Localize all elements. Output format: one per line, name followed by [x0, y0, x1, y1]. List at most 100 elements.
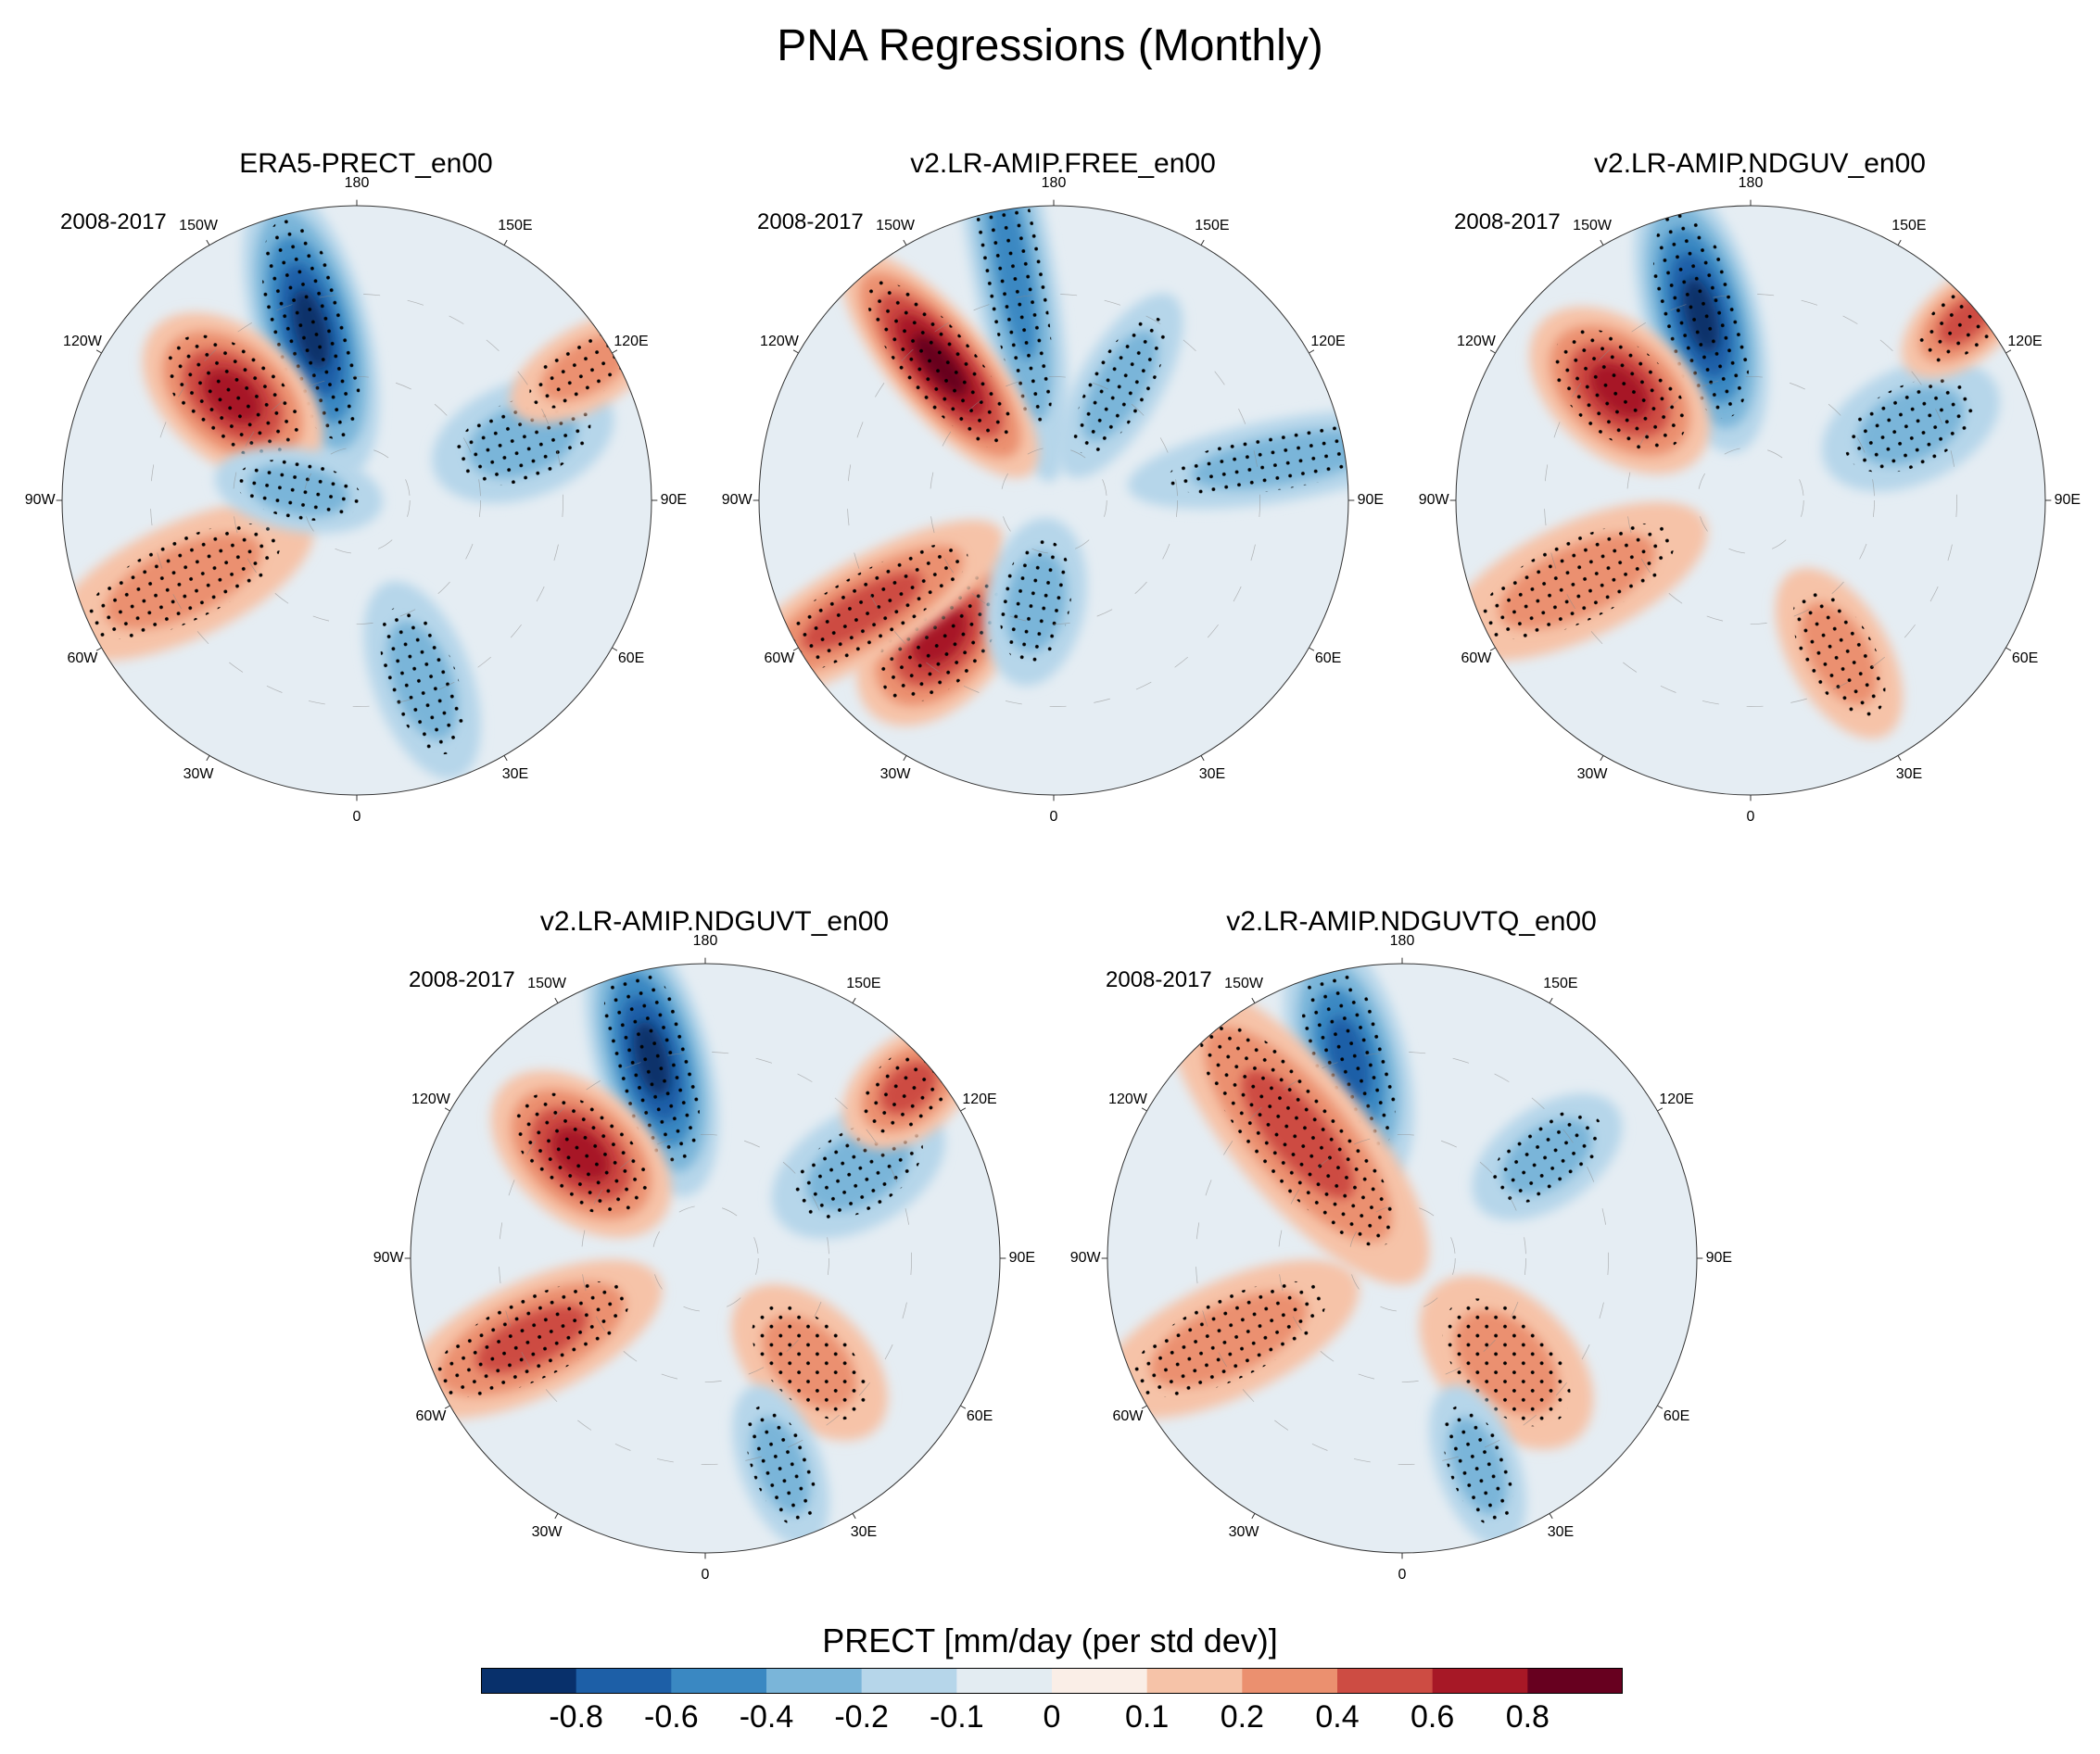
lon-label: 0 [701, 1566, 710, 1583]
lon-label: 120E [2007, 334, 2043, 350]
lon-label: 30E [1895, 766, 1923, 783]
rim-tick [503, 239, 508, 246]
coastline [1626, 376, 1875, 625]
rim-tick [1251, 1513, 1256, 1520]
colorbar-swatch [576, 1668, 672, 1694]
lon-label: 60W [1112, 1407, 1144, 1424]
colorbar-swatch [956, 1668, 1053, 1694]
coastline [1000, 447, 1107, 554]
coastline [1195, 1052, 1609, 1465]
coastline [1278, 1134, 1526, 1382]
coastline [499, 1052, 912, 1465]
lon-label: 90W [1418, 492, 1449, 508]
lon-label: 120W [1108, 1092, 1147, 1108]
rim-tick [960, 1405, 967, 1409]
lon-label: 30W [1576, 766, 1608, 783]
significance-stippling [434, 1281, 630, 1397]
lon-label: 30E [1547, 1524, 1575, 1541]
map-panel: v2.LR-AMIP.FREE_en00 2008-2017 180 150E 120E… [722, 148, 1387, 825]
polar-map [1449, 199, 2052, 801]
coastline [233, 376, 481, 625]
rim-tick [792, 647, 799, 651]
colorbar-swatch [1337, 1668, 1434, 1694]
rim-tick [206, 239, 210, 246]
colorbar-tick-label: -0.4 [739, 1699, 794, 1735]
lon-label: 30E [1198, 766, 1226, 783]
lon-label: 150E [1891, 217, 1927, 233]
significance-stippling [1792, 589, 1886, 717]
significance-stippling [867, 280, 1014, 449]
lon-label: 60W [764, 650, 795, 666]
coastline [1348, 1205, 1456, 1312]
rim-tick [612, 349, 618, 354]
rim-tick [554, 997, 559, 1003]
rim-tick [1600, 755, 1604, 762]
period-label: 2008-2017 [1106, 967, 1212, 992]
lon-label: 60E [1314, 650, 1342, 666]
lon-label: 150W [1573, 217, 1612, 233]
rim-tick [2005, 349, 2012, 354]
lon-label: 150W [527, 975, 566, 991]
period-label: 2008-2017 [757, 209, 864, 234]
colorbar-swatch [1432, 1668, 1528, 1694]
lon-label: 30E [850, 1524, 878, 1541]
figure-title: PNA Regressions (Monthly) [777, 21, 1323, 70]
lon-label: 90E [1357, 492, 1385, 508]
rim-tick [1309, 647, 1315, 651]
polar-map [1101, 957, 1703, 1559]
lon-label: 150W [179, 217, 218, 233]
rim-tick [1657, 1405, 1664, 1409]
rim-tick [852, 1513, 856, 1520]
lon-label: 90E [1705, 1250, 1733, 1266]
map-panel: v2.LR-AMIP.NDGUV_en00 2008-2017 180 150E 120… [1419, 148, 2084, 825]
colorbar-tick-label: 0.2 [1220, 1699, 1264, 1735]
colorbar-tick-label: 0.8 [1505, 1699, 1550, 1735]
colorbar-tick-label: -0.6 [644, 1699, 699, 1735]
lon-label: 0 [1398, 1566, 1407, 1583]
rim-tick [1549, 1513, 1553, 1520]
lon-label: 60W [67, 650, 98, 666]
significance-stippling [261, 220, 361, 440]
significance-stippling [1200, 1021, 1396, 1247]
panel-title: v2.LR-AMIP.NDGUVT_en00 [539, 906, 890, 937]
colorbar-swatch [766, 1668, 863, 1694]
significance-stippling [1844, 378, 1978, 473]
significance-stippling [166, 334, 299, 458]
lon-label: 90W [373, 1250, 404, 1266]
rim-tick [903, 755, 907, 762]
coastline [930, 376, 1178, 625]
significance-stippling [85, 523, 282, 639]
lon-label: 30E [501, 766, 529, 783]
significance-stippling [1443, 1405, 1513, 1527]
lon-label: 90E [660, 492, 688, 508]
period-label: 2008-2017 [1454, 209, 1561, 234]
panel-title: v2.LR-AMIP.NDGUVTQ_en00 [1226, 906, 1597, 937]
coastline [303, 447, 411, 554]
lon-label: 60E [617, 650, 645, 666]
lon-label: 150E [498, 217, 533, 233]
period-label: 2008-2017 [409, 967, 515, 992]
rim-tick [95, 647, 102, 651]
lon-label: 60E [966, 1407, 993, 1424]
lon-label: 0 [1049, 808, 1058, 825]
colorbar-tick-label: 0.6 [1411, 1699, 1455, 1735]
rim-tick [612, 647, 618, 651]
rim-tick [1897, 239, 1902, 246]
panel-title: ERA5-PRECT_en00 [239, 148, 493, 179]
rim-tick [95, 349, 102, 354]
lon-label: 180 [344, 175, 370, 192]
rim-tick [1251, 997, 1256, 1003]
lon-label: 120W [63, 334, 102, 350]
colorbar-swatch [1052, 1668, 1148, 1694]
lon-label: 120W [411, 1092, 450, 1108]
rim-tick [1657, 1107, 1664, 1112]
rim-tick [1489, 349, 1496, 354]
significance-stippling [1131, 1281, 1327, 1397]
colorbar-swatch [1242, 1668, 1338, 1694]
rim-tick [1309, 349, 1315, 354]
colorbar-title: PRECT [mm/day (per std dev)] [822, 1622, 1278, 1659]
colorbar-swatch [1527, 1668, 1623, 1694]
polar-map [753, 199, 1355, 801]
rim-tick [960, 1107, 967, 1112]
lon-label: 120E [1659, 1092, 1694, 1108]
